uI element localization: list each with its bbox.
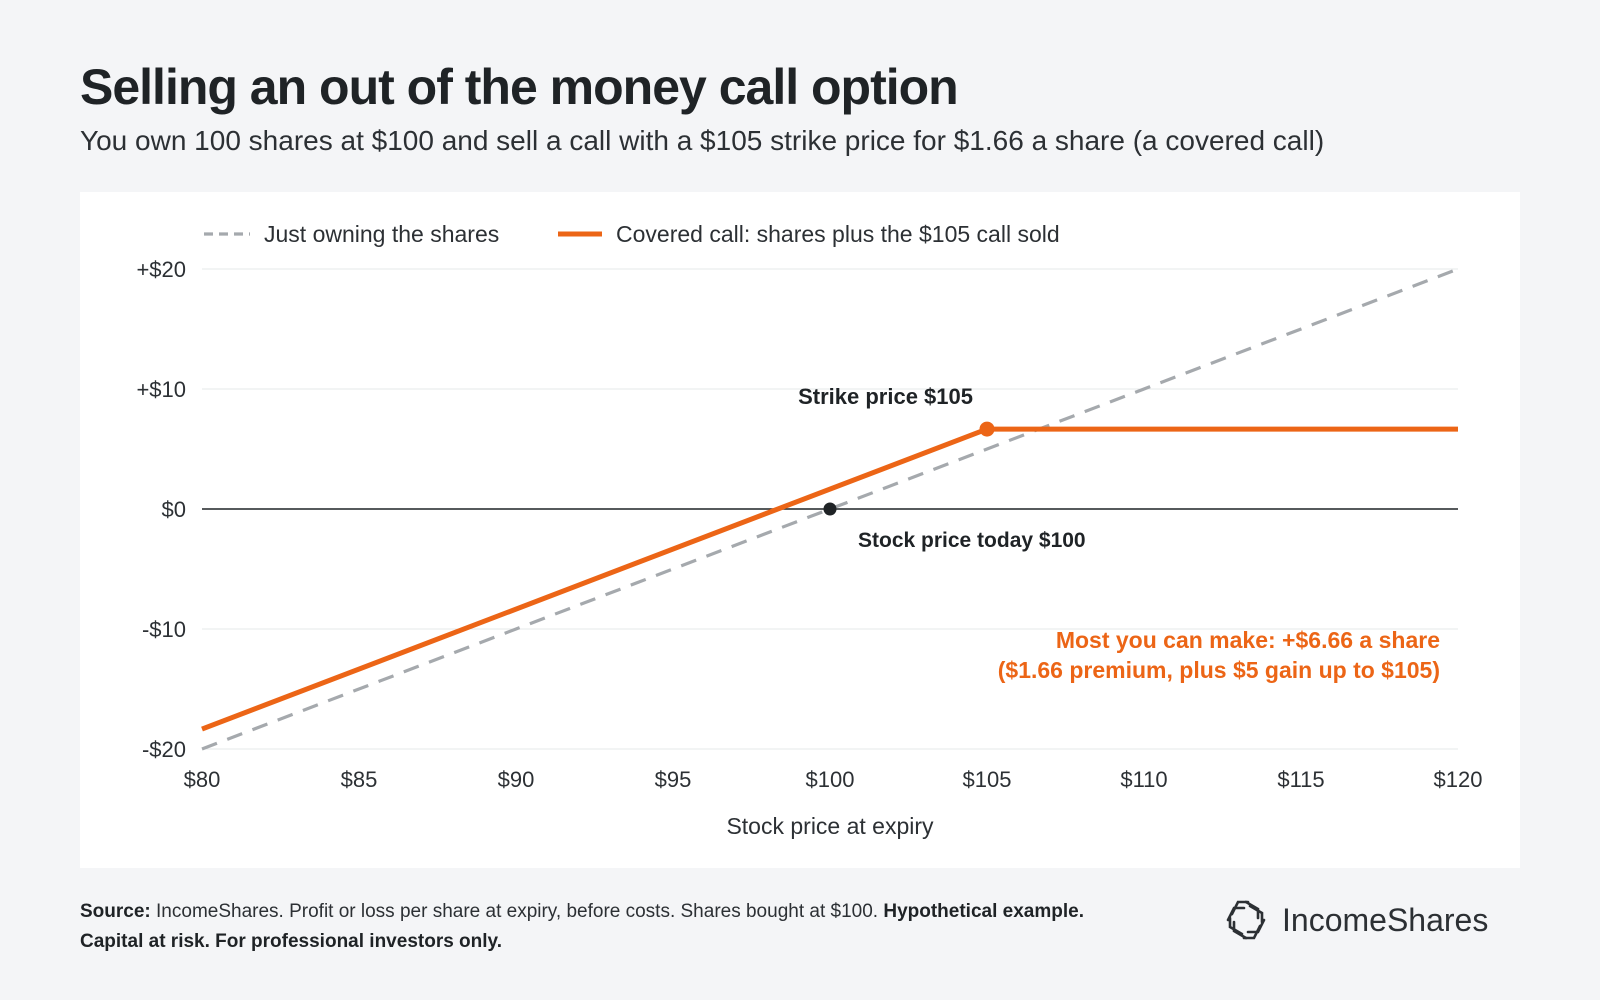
series-line-shares	[201, 267, 1459, 751]
strike-label: Strike price $105	[798, 384, 973, 409]
y-tick-label: $0	[162, 497, 186, 522]
page-subtitle: You own 100 shares at $100 and sell a ca…	[80, 125, 1325, 156]
x-tick-label: $110	[1120, 767, 1167, 792]
source-text: IncomeShares. Profit or loss per share a…	[150, 901, 884, 922]
x-tick-label: $85	[341, 767, 378, 792]
x-tick-label: $115	[1277, 767, 1324, 792]
x-tick-label: $100	[806, 767, 855, 792]
brand: IncomeShares	[1224, 898, 1488, 942]
brand-name: IncomeShares	[1282, 901, 1489, 938]
y-tick-label: +$10	[136, 377, 186, 402]
y-tick-label: +$20	[136, 257, 186, 282]
disclaimer-text: Hypothetical example. Capital at risk. F…	[80, 901, 1084, 952]
incomeshares-logo-icon	[1226, 900, 1266, 940]
footer-note: Source: IncomeShares. Profit or loss per…	[80, 897, 1140, 957]
today-point	[823, 502, 837, 516]
max-profit-annotation-detail: ($1.66 premium, plus $5 gain up to $105)	[998, 657, 1440, 683]
x-tick-label: $120	[1434, 767, 1483, 792]
x-tick-label: $105	[963, 767, 1012, 792]
x-tick-label: $95	[655, 767, 692, 792]
legend-label-covered-call: Covered call: shares plus the $105 call …	[616, 221, 1060, 247]
y-tick-label: -$20	[142, 737, 186, 762]
x-tick-label: $80	[184, 767, 221, 792]
page-title: Selling an out of the money call option	[80, 59, 959, 115]
y-tick-label: -$10	[142, 617, 186, 642]
chart-panel: -$20 -$10 $0 +$10 +$20 $80 $85 $90 $95 $100 $105 $1…	[80, 192, 1520, 868]
payoff-chart: -$20 -$10 $0 +$10 +$20 $80 $85 $90 $95 $100 $105 $1…	[136, 221, 1483, 839]
max-profit-annotation: Most you can make: +$6.66 a share	[1056, 627, 1440, 653]
strike-point	[979, 421, 995, 437]
source-label: Source:	[80, 901, 151, 922]
x-axis-label: Stock price at expiry	[726, 813, 934, 839]
today-label: Stock price today $100	[858, 529, 1086, 552]
legend-label-shares: Just owning the shares	[264, 221, 499, 247]
x-tick-label: $90	[498, 767, 535, 792]
series-line-covered-call	[201, 426, 1458, 732]
